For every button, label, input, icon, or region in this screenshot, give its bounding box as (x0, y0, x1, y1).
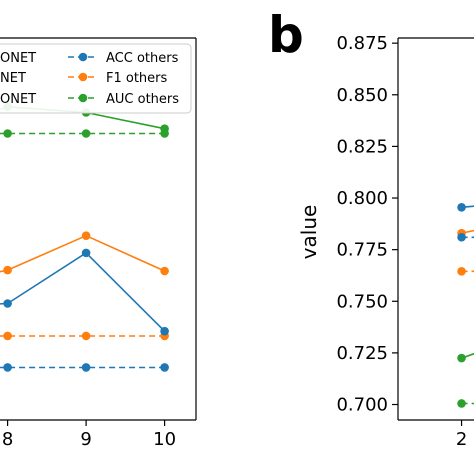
y-tick-label: 0.750 (336, 291, 388, 312)
data-point (3, 331, 12, 341)
y-tick-label: 0.700 (336, 395, 388, 416)
series-line-acc-donet (0, 251, 166, 332)
legend-label: ACC others (106, 51, 179, 66)
data-point (81, 231, 91, 240)
legend-swatch-marker (78, 93, 88, 103)
legend-swatch-marker (78, 52, 88, 62)
series-line-auc-donet (461, 352, 474, 359)
data-point (457, 203, 466, 212)
data-point (3, 299, 12, 308)
legend-label: AUC others (106, 92, 179, 107)
data-point (160, 266, 169, 276)
series-line-f1-donet (0, 234, 165, 273)
legend-swatch-marker (78, 72, 88, 82)
data-point (457, 353, 466, 363)
data-point (160, 326, 169, 336)
data-point (3, 363, 12, 372)
x-tick-label: 8 (2, 429, 13, 450)
x-tick-label: 2 (456, 429, 467, 450)
data-point (3, 129, 12, 138)
y-tick-label: 0.825 (336, 136, 388, 157)
legend-a: ONET NET ONET ACC others F1 others AUC others (0, 43, 192, 114)
y-tick-label: 0.850 (336, 85, 388, 106)
data-point (81, 129, 91, 138)
y-tick-label: 0.775 (336, 240, 388, 261)
data-point (81, 363, 91, 372)
panel-label-b: b (268, 6, 304, 64)
panel-a: 8 9 10 ONET NET ONET ACC others F1 others AUC o… (0, 37, 197, 450)
x-tick-label: 9 (80, 429, 91, 450)
data-point (160, 363, 169, 372)
y-tick-label: 0.800 (336, 188, 388, 209)
legend-label: ONET (0, 51, 36, 66)
data-point (81, 331, 91, 341)
data-point (81, 248, 91, 258)
y-tick-label: 0.875 (336, 33, 388, 54)
legend-label: ONET (0, 92, 36, 107)
x-tick-label: 10 (153, 429, 176, 450)
legend-label: F1 others (106, 71, 168, 86)
legend-label: NET (0, 71, 26, 86)
data-point (457, 267, 466, 276)
data-point (160, 124, 169, 134)
y-axis-label-b: value (297, 205, 321, 260)
panel-b: b value 0.875 0.850 0.825 0.800 0.775 0.750 0.… (268, 6, 474, 450)
data-point (457, 232, 466, 242)
data-point (3, 265, 12, 275)
y-tick-label: 0.725 (336, 343, 388, 364)
legend-box (0, 43, 192, 114)
data-point (457, 399, 466, 408)
